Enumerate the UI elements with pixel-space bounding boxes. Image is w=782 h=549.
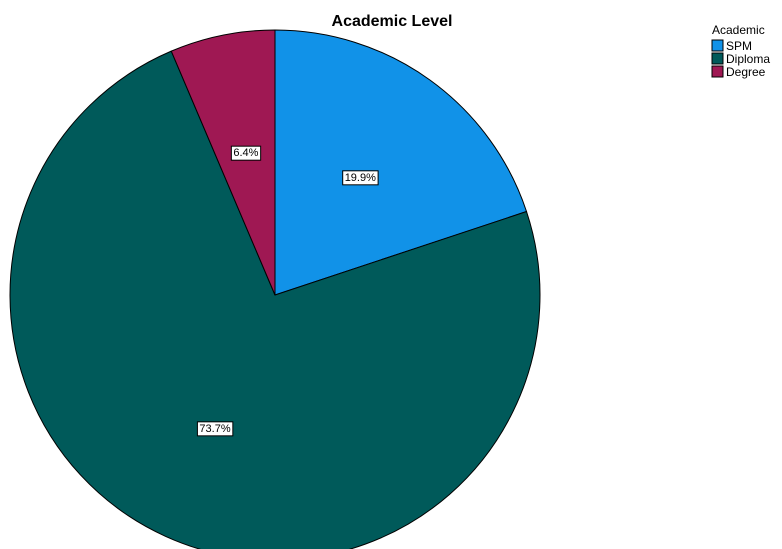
- chart-title: Academic Level: [332, 13, 453, 30]
- slice-label-text: 19.9%: [345, 172, 376, 184]
- slice-label-box: [230, 145, 262, 161]
- slice-label-spm: 19.9%: [342, 170, 379, 186]
- slice-label-box: [342, 170, 379, 186]
- legend-label-spm: SPM: [726, 39, 752, 53]
- slice-label-text: 6.4%: [233, 147, 258, 159]
- slice-label-text: 73.7%: [199, 423, 230, 435]
- pie-slice-degree: [170, 29, 276, 296]
- legend-swatch-diploma: [711, 52, 724, 65]
- slice-label-diploma: 73.7%: [196, 421, 234, 437]
- legend-swatch-degree: [711, 65, 724, 78]
- legend-swatch-spm: [711, 39, 724, 52]
- legend-label-degree: Degree: [726, 65, 766, 79]
- pie-slices: [9, 29, 541, 549]
- slice-labels: 19.9% 73.7% 6.4%: [196, 145, 379, 437]
- legend-label-diploma: Diploma: [726, 52, 770, 66]
- pie-slice-spm: [274, 29, 528, 296]
- slice-label-degree: 6.4%: [230, 145, 262, 161]
- pie-slice-diploma: [9, 50, 541, 549]
- legend-title: Academic: [712, 23, 765, 37]
- slice-label-box: [196, 421, 234, 437]
